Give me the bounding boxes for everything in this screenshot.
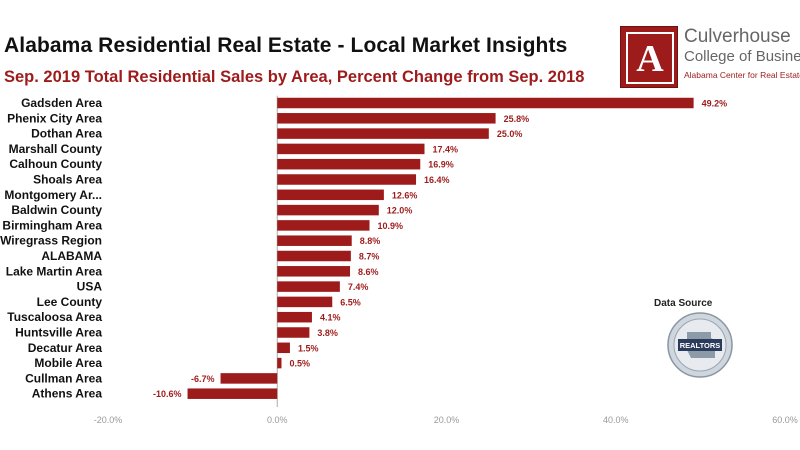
category-label: Phenix City Area	[7, 111, 102, 125]
bar	[277, 250, 351, 262]
data-label: 25.0%	[497, 129, 523, 139]
bar	[277, 113, 496, 124]
x-tick-label: 60.0%	[772, 415, 798, 425]
data-label: 10.9%	[377, 221, 403, 231]
category-label: Calhoun County	[9, 157, 102, 171]
category-label: Montgomery Ar...	[4, 188, 102, 202]
category-label: Cullman Area	[25, 371, 102, 385]
category-label: Mobile Area	[34, 356, 102, 370]
bar	[277, 204, 379, 216]
category-label: Shoals Area	[33, 173, 102, 187]
bar	[277, 174, 417, 185]
bar	[277, 342, 290, 354]
alabama-seal-icon: A	[620, 26, 678, 88]
bar	[277, 189, 384, 201]
category-label: Decatur Area	[28, 341, 103, 355]
data-label: 12.0%	[387, 206, 413, 216]
data-label: 1.5%	[298, 343, 319, 353]
category-label: ALABAMA	[41, 249, 102, 263]
category-label: Huntsville Area	[15, 326, 102, 340]
x-tick-label: -20.0%	[94, 415, 123, 425]
bar	[277, 235, 352, 246]
x-tick-label: 20.0%	[434, 415, 460, 425]
category-label: Birmingham Area	[2, 218, 102, 232]
data-label: 25.8%	[504, 114, 530, 124]
bar	[277, 220, 370, 231]
data-label: 8.7%	[359, 252, 380, 262]
category-label: Athens Area	[32, 387, 103, 401]
data-label: 4.1%	[320, 313, 341, 323]
data-source-label: Data Source	[654, 298, 713, 309]
culverhouse-logo: A Culverhouse College of Business Alabam…	[620, 26, 800, 90]
data-label: -10.6%	[153, 389, 182, 399]
bar	[277, 266, 351, 277]
data-label: 8.8%	[360, 236, 381, 246]
category-label: Gadsden Area	[21, 96, 102, 110]
category-label: Lake Martin Area	[6, 264, 103, 278]
category-label: Dothan Area	[31, 127, 102, 141]
data-label: 8.6%	[358, 267, 379, 277]
data-label: 12.6%	[392, 190, 418, 200]
bar	[277, 296, 333, 308]
data-label: -6.7%	[191, 374, 215, 384]
bar	[277, 97, 694, 109]
badge-text: REALTORS	[680, 341, 721, 350]
bar	[277, 311, 312, 323]
bar	[187, 388, 278, 399]
data-label: 0.5%	[289, 359, 310, 369]
seal-letter: A	[636, 38, 664, 80]
category-label: Marshall County	[9, 142, 103, 156]
category-label: USA	[77, 280, 103, 294]
x-tick-label: 0.0%	[267, 415, 288, 425]
category-label: Tuscaloosa Area	[7, 310, 102, 324]
data-label: 3.8%	[317, 328, 338, 338]
category-label: Baldwin County	[11, 203, 102, 217]
bar	[277, 357, 282, 369]
bar	[277, 128, 489, 139]
category-label: Lee County	[37, 295, 103, 309]
bar	[220, 373, 278, 384]
category-label: Wiregrass Region	[0, 234, 102, 248]
bar	[277, 281, 340, 292]
page-title: Alabama Residential Real Estate - Local …	[4, 34, 568, 57]
data-label: 6.5%	[340, 297, 361, 307]
data-label: 7.4%	[348, 282, 369, 292]
data-label: 17.4%	[432, 144, 458, 154]
data-label: 16.4%	[424, 175, 450, 185]
data-label: 49.2%	[702, 99, 728, 109]
logo-line-1: Culverhouse	[684, 26, 791, 47]
data-label: 16.9%	[428, 160, 454, 170]
realtors-badge-icon: REALTORS	[667, 312, 733, 378]
bar	[277, 158, 421, 170]
logo-line-3: Alabama Center for Real Estate	[684, 70, 800, 80]
bar	[277, 143, 425, 155]
bar	[277, 327, 310, 338]
x-tick-label: 40.0%	[603, 415, 629, 425]
page-subtitle: Sep. 2019 Total Residential Sales by Are…	[4, 68, 585, 86]
logo-line-2: College of Business	[684, 48, 800, 65]
